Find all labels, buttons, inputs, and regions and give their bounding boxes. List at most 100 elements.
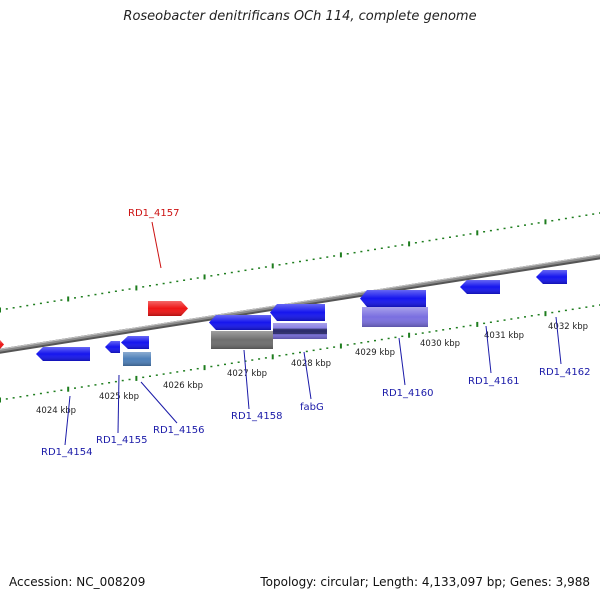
minor-tick <box>537 313 540 316</box>
minor-tick <box>564 309 567 312</box>
leader-line <box>303 351 312 400</box>
minor-tick <box>346 253 349 255</box>
minor-tick <box>101 292 104 295</box>
minor-tick <box>80 296 83 298</box>
minor-tick <box>114 380 117 383</box>
minor-tick <box>108 291 111 294</box>
gene-label-group: RD1_4154 RD1_4155 RD1_4156 RD1_4157 RD1_4158… <box>41 208 590 458</box>
minor-tick <box>394 245 397 247</box>
gene-label-text: RD1_4161 <box>468 376 519 387</box>
minor-tick <box>401 335 404 338</box>
minor-tick <box>435 238 438 241</box>
minor-tick <box>592 213 595 215</box>
minor-tick <box>244 269 247 272</box>
minor-tick <box>5 308 8 310</box>
minor-tick <box>12 307 15 309</box>
minor-tick <box>26 394 29 397</box>
tick-label: 4029 kbp <box>355 348 395 358</box>
minor-tick <box>489 229 492 232</box>
minor-tick <box>176 280 179 283</box>
gene-arrow-fabG <box>270 304 325 321</box>
minor-tick <box>578 307 581 309</box>
major-tick <box>203 365 206 371</box>
tick-ring <box>0 212 600 403</box>
major-tick <box>408 241 411 247</box>
gene-label-RD1_4157: RD1_4157 <box>128 208 179 269</box>
minor-tick <box>128 378 131 381</box>
minor-tick <box>210 365 213 368</box>
minor-tick <box>128 288 131 290</box>
minor-tick <box>387 337 390 340</box>
minor-tick <box>142 376 145 379</box>
gene-label-text: RD1_4160 <box>382 388 433 399</box>
gene-label-text: RD1_4155 <box>96 435 147 446</box>
minor-tick <box>87 385 90 387</box>
minor-tick <box>374 248 376 251</box>
minor-tick <box>367 340 370 343</box>
gene-label-text: RD1_4156 <box>153 425 204 436</box>
minor-tick <box>299 260 301 263</box>
minor-tick <box>217 273 220 276</box>
minor-tick <box>12 397 15 399</box>
minor-tick <box>319 257 322 259</box>
minor-tick <box>224 363 226 366</box>
minor-tick <box>421 332 424 334</box>
minor-tick <box>80 386 83 388</box>
minor-tick <box>530 315 533 317</box>
minor-tick <box>387 246 390 248</box>
minor-tick <box>380 247 383 250</box>
major-tick <box>135 285 138 291</box>
feature-box-fabG <box>273 323 327 339</box>
minor-tick <box>414 242 417 244</box>
minor-tick <box>312 258 315 261</box>
minor-tick <box>264 357 267 359</box>
leader-line <box>485 325 492 374</box>
major-tick <box>0 307 1 313</box>
minor-tick <box>496 320 499 322</box>
gene-features <box>0 270 567 366</box>
minor-tick <box>237 361 240 363</box>
outer-tick-ring <box>0 212 600 313</box>
major-tick <box>67 296 70 302</box>
minor-tick <box>469 324 472 327</box>
gene-label-text: RD1_4157 <box>128 208 179 219</box>
minor-tick <box>210 275 213 277</box>
feature-box-RD1_4160 <box>362 307 428 327</box>
minor-tick <box>244 360 247 362</box>
minor-tick <box>449 328 451 330</box>
minor-tick <box>558 310 561 313</box>
tick-label: 4026 kbp <box>163 381 203 391</box>
minor-tick <box>571 308 574 311</box>
minor-tick <box>33 393 36 396</box>
minor-tick <box>162 282 165 285</box>
minor-tick <box>251 268 254 270</box>
minor-tick <box>74 297 76 299</box>
minor-tick <box>230 271 233 274</box>
minor-tick <box>503 227 506 230</box>
minor-tick <box>292 352 295 355</box>
minor-tick <box>394 336 397 339</box>
minor-tick <box>53 390 56 393</box>
major-tick <box>476 321 479 327</box>
minor-tick <box>237 270 240 273</box>
gene-label-text: fabG <box>300 402 324 413</box>
minor-tick <box>455 326 458 329</box>
major-tick <box>339 343 342 349</box>
minor-tick <box>496 228 499 231</box>
gene-label-RD1_4158: RD1_4158 <box>231 349 282 422</box>
minor-tick <box>489 321 492 324</box>
tick-label: 4024 kbp <box>36 406 76 416</box>
minor-tick <box>94 384 97 386</box>
minor-tick <box>26 304 29 307</box>
minor-tick <box>278 354 281 357</box>
major-tick <box>203 274 206 280</box>
major-tick <box>544 311 547 317</box>
major-tick <box>339 252 342 258</box>
minor-tick <box>353 251 356 254</box>
minor-tick <box>333 346 336 348</box>
minor-tick <box>571 216 574 219</box>
minor-tick <box>435 330 438 332</box>
gene-label-RD1_4161: RD1_4161 <box>468 325 519 387</box>
